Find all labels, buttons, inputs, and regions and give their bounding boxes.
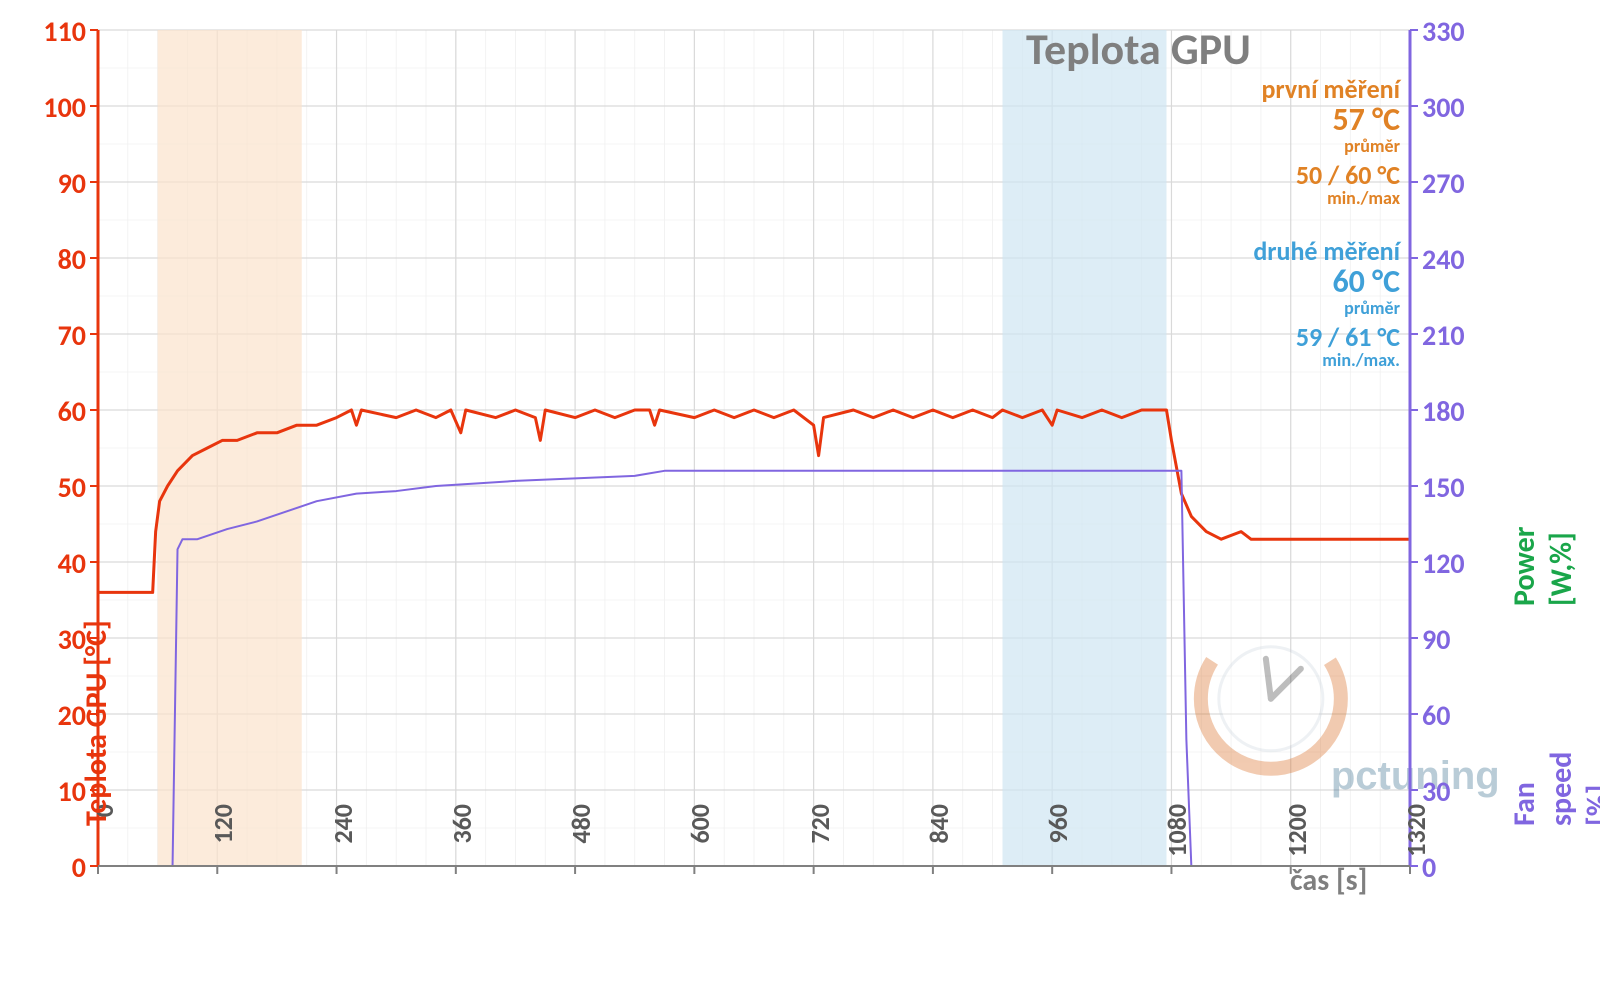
yright-tick: 240	[1422, 242, 1492, 277]
yright-tick: 90	[1422, 622, 1492, 657]
yleft-tick: 0	[28, 850, 86, 885]
yright-tick: 330	[1422, 14, 1492, 49]
yleft-tick: 50	[28, 470, 86, 505]
yleft-tick: 90	[28, 166, 86, 201]
x-tick: 480	[565, 804, 597, 884]
yright-tick: 120	[1422, 546, 1492, 581]
x-tick: 720	[804, 804, 836, 884]
yleft-tick: 60	[28, 394, 86, 429]
y-right-title-power: Power [W,%]	[1506, 512, 1580, 606]
x-tick: 240	[327, 804, 359, 884]
yright-tick: 150	[1422, 470, 1492, 505]
y-right-title-fan: Fan speed [%],	[1506, 732, 1600, 826]
x-tick: 840	[923, 804, 955, 884]
yright-tick: 30	[1422, 774, 1492, 809]
yleft-tick: 70	[28, 318, 86, 353]
y-left-title: Teplota GPU [°C]	[78, 620, 115, 826]
x-tick: 960	[1042, 804, 1074, 884]
annotation-second: druhé měření60 °Cprůměr59 / 61 °Cmin./ma…	[1170, 238, 1400, 370]
yright-tick: 60	[1422, 698, 1492, 733]
x-tick: 1320	[1400, 804, 1432, 884]
x-tick: 600	[684, 804, 716, 884]
yright-tick: 0	[1422, 850, 1492, 885]
yright-tick: 180	[1422, 394, 1492, 429]
x-tick: 1080	[1161, 804, 1193, 884]
annotation-first: první měření57 °Cprůměr50 / 60 °Cmin./ma…	[1170, 76, 1400, 208]
chart-title: Teplota GPU	[1026, 22, 1251, 76]
yleft-tick: 100	[28, 90, 86, 125]
x-tick: 120	[207, 804, 239, 884]
x-axis-title: čas [s]	[1290, 862, 1367, 899]
yright-tick: 300	[1422, 90, 1492, 125]
yright-tick: 210	[1422, 318, 1492, 353]
yright-tick: 270	[1422, 166, 1492, 201]
x-tick: 360	[446, 804, 478, 884]
yleft-tick: 40	[28, 546, 86, 581]
yleft-tick: 110	[28, 14, 86, 49]
yleft-tick: 80	[28, 242, 86, 277]
